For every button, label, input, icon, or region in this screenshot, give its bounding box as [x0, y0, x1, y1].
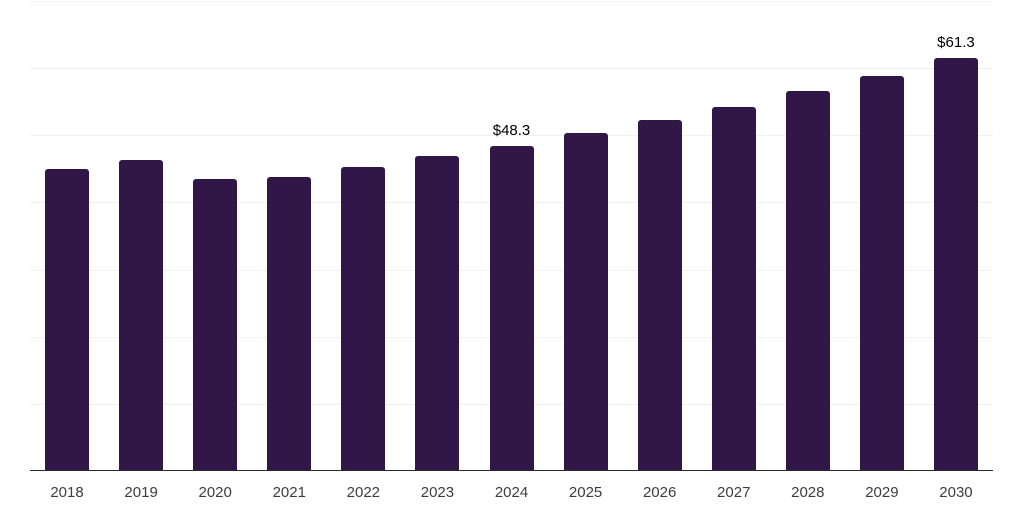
gridline-70	[30, 1, 993, 2]
gridline-50	[30, 135, 993, 137]
x-tick-label-2024: 2024	[494, 484, 529, 501]
x-tick-label-2020: 2020	[198, 484, 232, 501]
x-tick-label-2023: 2023	[420, 484, 455, 501]
x-tick-label-2029: 2029	[865, 484, 899, 501]
x-tick-label-2030: 2030	[939, 484, 973, 501]
x-tick-label-2025: 2025	[568, 484, 603, 501]
bar-2026[interactable]	[637, 120, 682, 470]
bar-2028[interactable]	[785, 90, 830, 470]
bar-2025[interactable]	[563, 132, 608, 470]
bar-2024[interactable]	[489, 145, 534, 470]
plot-area: $48.3 $61.3	[30, 1, 993, 471]
bar-2023[interactable]	[415, 156, 460, 470]
bar-2018[interactable]	[45, 169, 90, 470]
x-tick-label-2019: 2019	[124, 484, 158, 501]
x-tick-label-2026: 2026	[642, 484, 677, 501]
bar-value-label-2024: $48.3	[492, 121, 531, 139]
bar-2027[interactable]	[711, 106, 756, 470]
x-tick-label-2027: 2027	[717, 484, 751, 501]
bar-2019[interactable]	[119, 160, 164, 470]
x-tick-label-2021: 2021	[272, 484, 306, 501]
bar-2022[interactable]	[341, 167, 386, 470]
bar-2029[interactable]	[859, 75, 904, 470]
gridline-60	[30, 68, 993, 70]
x-tick-label-2022: 2022	[346, 484, 381, 501]
bar-value-label-2030: $61.3	[937, 34, 975, 52]
bar-2030[interactable]	[933, 58, 978, 470]
x-axis: 2018 2019 2020 2021 2022 2023 2024 2025 2026 2027…	[30, 482, 993, 504]
bar-2021[interactable]	[267, 177, 312, 470]
bar-2020[interactable]	[193, 178, 238, 470]
x-tick-label-2028: 2028	[791, 484, 825, 501]
x-tick-label-2018: 2018	[50, 484, 84, 501]
